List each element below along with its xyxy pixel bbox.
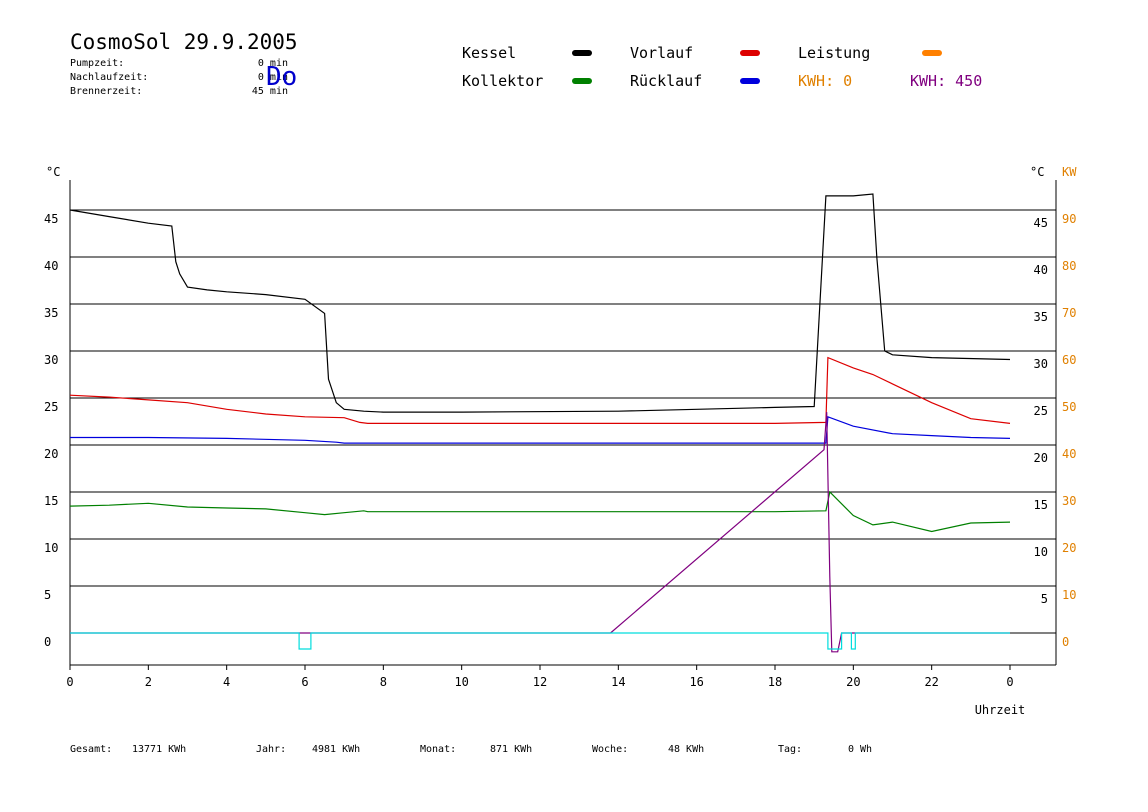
- y-right-c-tick-5: 5: [1041, 592, 1048, 606]
- y-right-c-tick-45: 45: [1034, 216, 1048, 230]
- x-tick-label-6: 12: [533, 675, 547, 689]
- legend-kollektor-label: Kollektor: [462, 72, 544, 90]
- legend-vorlauf-swatch: [740, 50, 760, 56]
- y-right-kw-tick-30: 30: [1062, 494, 1076, 508]
- info-brennerzeit-value: 45 min: [251, 86, 288, 97]
- y-right-c-tick-20: 20: [1034, 451, 1048, 465]
- legend-kwh-orange: KWH: 0: [798, 72, 853, 90]
- y-right-c-tick-35: 35: [1034, 310, 1048, 324]
- y-right-c-tick-30: 30: [1034, 357, 1048, 371]
- footer-woche-value: 48 KWh: [668, 744, 705, 755]
- y-right-kw-tick-60: 60: [1062, 353, 1076, 367]
- y-right-c-tick-10: 10: [1034, 545, 1048, 559]
- y-left-tick-35: 35: [44, 306, 58, 320]
- x-tick-label-12: 0: [1006, 675, 1013, 689]
- series-line-pumpe: [70, 632, 1010, 650]
- x-tick-label-5: 10: [454, 675, 468, 689]
- y-axis-left-unit: °C: [46, 165, 60, 179]
- legend-ruecklauf-label: Rücklauf: [630, 72, 703, 90]
- series-line-kessel: [69, 193, 1011, 413]
- footer-woche-label: Woche:: [592, 744, 629, 755]
- y-left-tick-5: 5: [44, 588, 51, 602]
- y-axis-right-unit-c: °C: [1030, 165, 1044, 179]
- x-axis-label: Uhrzeit: [975, 703, 1026, 717]
- y-left-tick-20: 20: [44, 447, 58, 461]
- x-tick-label-2: 4: [223, 675, 230, 689]
- x-tick-label-11: 22: [924, 675, 938, 689]
- y-left-tick-0: 0: [44, 635, 51, 649]
- info-brennerzeit: Brennerzeit: 45 min: [70, 86, 288, 97]
- legend-kessel-label: Kessel: [462, 44, 517, 62]
- x-tick-label-8: 16: [689, 675, 703, 689]
- y-left-tick-10: 10: [44, 541, 58, 555]
- y-right-kw-tick-10: 10: [1062, 588, 1076, 602]
- info-nachlaufzeit-label: Nachlaufzeit:: [70, 72, 149, 83]
- legend-ruecklauf-swatch: [740, 78, 760, 84]
- info-pumpzeit-value: 0 min: [257, 58, 288, 69]
- x-tick-label-7: 14: [611, 675, 625, 689]
- x-tick-label-4: 8: [380, 675, 387, 689]
- y-right-kw-tick-80: 80: [1062, 259, 1076, 273]
- footer-monat-value: 871 KWh: [490, 744, 533, 755]
- footer-tag-label: Tag:: [778, 744, 803, 755]
- y-axis-right-unit-kw: KW: [1062, 165, 1077, 179]
- legend-vorlauf-label: Vorlauf: [630, 44, 694, 62]
- footer-jahr-label: Jahr:: [256, 744, 287, 755]
- y-right-kw-tick-90: 90: [1062, 212, 1076, 226]
- x-tick-label-10: 20: [846, 675, 860, 689]
- y-right-c-tick-15: 15: [1034, 498, 1048, 512]
- axes: [69, 180, 1057, 670]
- info-nachlaufzeit-value: 0 min: [257, 72, 288, 83]
- legend-leistung-label: Leistung: [798, 44, 871, 62]
- footer-gesamt-value: 13771 KWh: [132, 744, 187, 755]
- series-line-kollektor: [69, 490, 1011, 533]
- y-left-tick-15: 15: [44, 494, 58, 508]
- footer-tag-value: 0 Wh: [848, 744, 873, 755]
- info-brennerzeit-label: Brennerzeit:: [70, 86, 143, 97]
- y-right-kw-tick-70: 70: [1062, 306, 1076, 320]
- chart-title: CosmoSol 29.9.2005: [70, 30, 298, 54]
- gridlines: [70, 209, 1056, 634]
- x-tick-label-1: 2: [145, 675, 152, 689]
- series-line-vorlauf: [69, 356, 1011, 424]
- y-left-tick-25: 25: [44, 400, 58, 414]
- weekday-label: Do: [266, 62, 298, 92]
- series-line-leistung: [70, 412, 1010, 653]
- footer-monat-label: Monat:: [420, 744, 457, 755]
- x-tick-label-0: 0: [66, 675, 73, 689]
- info-nachlaufzeit: Nachlaufzeit: 0 min: [70, 72, 288, 83]
- info-pumpzeit-label: Pumpzeit:: [70, 58, 125, 69]
- y-left-tick-45: 45: [44, 212, 58, 226]
- info-pumpzeit: Pumpzeit: 0 min: [70, 58, 288, 69]
- y-right-kw-tick-20: 20: [1062, 541, 1076, 555]
- legend-kollektor-swatch: [572, 78, 592, 84]
- series-lines: [69, 193, 1011, 653]
- y-right-c-tick-25: 25: [1034, 404, 1048, 418]
- y-right-c-tick-40: 40: [1034, 263, 1048, 277]
- tick-labels: 0 2 4 6 8 10 12 14 16 18 20 22 0 Uhrzeit °C °C KW 0 5 10 15 2…: [44, 165, 1077, 717]
- x-tick-label-9: 18: [768, 675, 782, 689]
- legend-kessel-swatch: [572, 50, 592, 56]
- footer-gesamt-label: Gesamt:: [70, 744, 113, 755]
- legend-leistung-swatch: [922, 50, 942, 56]
- y-right-kw-tick-50: 50: [1062, 400, 1076, 414]
- y-left-tick-30: 30: [44, 353, 58, 367]
- y-right-kw-tick-0: 0: [1062, 635, 1069, 649]
- y-right-kw-tick-40: 40: [1062, 447, 1076, 461]
- series-line-r-cklauf: [70, 415, 1011, 444]
- x-tick-label-3: 6: [301, 675, 308, 689]
- y-left-tick-40: 40: [44, 259, 58, 273]
- legend-kwh-purple: KWH: 450: [910, 72, 983, 90]
- footer-jahr-value: 4981 KWh: [312, 744, 361, 755]
